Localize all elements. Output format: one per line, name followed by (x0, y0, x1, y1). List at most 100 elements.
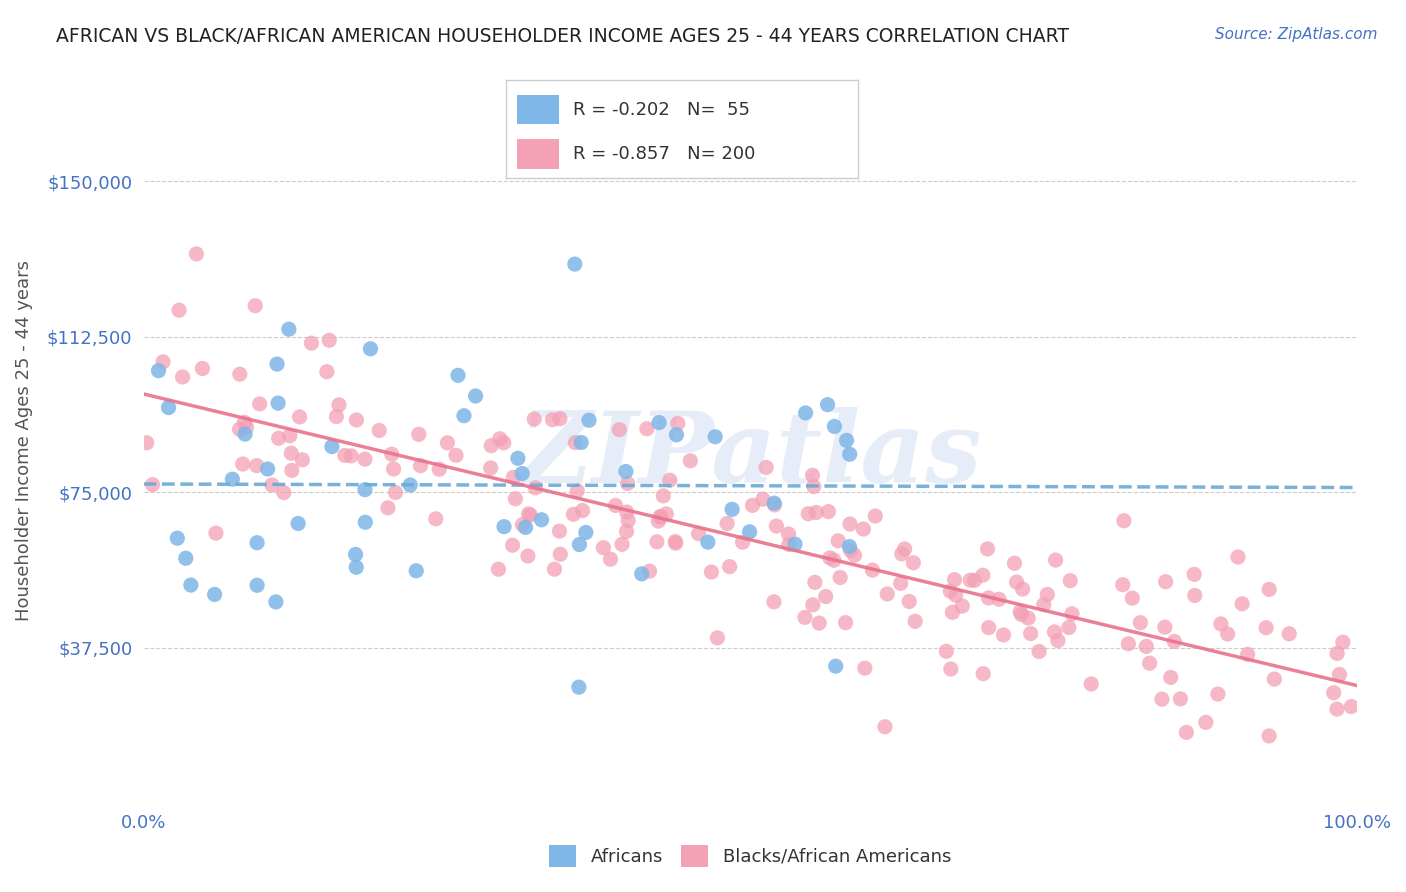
Text: R = -0.202   N=  55: R = -0.202 N= 55 (574, 101, 749, 119)
Text: ZIPatlas: ZIPatlas (519, 407, 981, 503)
Point (278, 429, 301, 443)
Point (233, 427, 256, 442)
Point (157, 401, 180, 415)
Point (575, 525, 598, 540)
Point (321, 440, 343, 454)
Point (1135, 640, 1157, 654)
Point (823, 419, 845, 434)
Point (605, 499, 627, 513)
Point (1153, 620, 1175, 634)
Point (794, 610, 817, 624)
Point (1326, 702, 1348, 716)
Point (354, 452, 377, 467)
Point (616, 505, 638, 519)
Point (148, 364, 170, 378)
Point (1258, 582, 1281, 597)
Point (562, 508, 585, 522)
Point (939, 584, 962, 599)
Point (1112, 514, 1135, 528)
Point (1206, 687, 1229, 701)
Point (510, 467, 533, 481)
Point (1160, 670, 1182, 684)
Point (824, 659, 846, 673)
Point (492, 519, 515, 533)
Point (548, 547, 571, 561)
Point (963, 574, 986, 588)
Point (876, 587, 898, 601)
Point (548, 411, 571, 425)
Point (180, 578, 202, 592)
Point (1010, 605, 1032, 619)
Point (186, 247, 208, 261)
Point (1010, 607, 1032, 622)
Point (479, 439, 502, 453)
Point (762, 595, 785, 609)
Point (655, 507, 678, 521)
Point (808, 616, 831, 631)
Point (260, 478, 283, 492)
Point (301, 336, 323, 351)
Point (1236, 648, 1258, 662)
Point (280, 446, 302, 460)
Point (650, 509, 672, 524)
Text: R = -0.857   N= 200: R = -0.857 N= 200 (574, 145, 755, 163)
Point (778, 527, 800, 541)
Point (1329, 667, 1351, 681)
Point (425, 512, 447, 526)
Point (1045, 553, 1067, 567)
Point (519, 508, 541, 522)
Point (853, 661, 876, 675)
Point (1005, 575, 1028, 590)
Point (830, 570, 852, 584)
Point (141, 477, 163, 491)
Point (464, 389, 486, 403)
Point (502, 470, 524, 484)
Point (890, 576, 912, 591)
Point (512, 517, 534, 532)
Point (658, 473, 681, 487)
Point (564, 257, 586, 271)
Point (204, 587, 226, 601)
Point (700, 565, 723, 579)
Point (399, 478, 422, 492)
Point (567, 483, 589, 498)
Point (264, 595, 287, 609)
Point (246, 535, 269, 549)
Point (794, 406, 817, 420)
Point (765, 519, 787, 533)
Point (1043, 624, 1066, 639)
Point (447, 368, 470, 383)
Point (277, 322, 299, 336)
Point (814, 590, 837, 604)
Point (839, 516, 862, 531)
Point (409, 458, 432, 473)
Point (135, 435, 157, 450)
Point (436, 435, 458, 450)
Point (1323, 686, 1346, 700)
Point (344, 548, 367, 562)
Point (506, 451, 529, 466)
Point (384, 485, 406, 500)
Point (763, 496, 786, 510)
Point (1057, 621, 1080, 635)
Point (167, 303, 190, 318)
Point (738, 524, 761, 539)
Point (993, 628, 1015, 642)
Point (273, 485, 295, 500)
Point (221, 472, 243, 486)
Point (515, 520, 537, 534)
Point (232, 457, 254, 471)
Point (865, 508, 887, 523)
Text: AFRICAN VS BLACK/AFRICAN AMERICAN HOUSEHOLDER INCOME AGES 25 - 44 YEARS CORRELAT: AFRICAN VS BLACK/AFRICAN AMERICAN HOUSEH… (56, 27, 1069, 45)
Point (893, 541, 915, 556)
Point (267, 431, 290, 445)
Point (1226, 549, 1249, 564)
Point (489, 432, 512, 446)
Point (548, 524, 571, 538)
Point (172, 370, 194, 384)
Point (233, 415, 256, 429)
Point (318, 333, 340, 347)
Point (1060, 607, 1083, 621)
Point (1154, 574, 1177, 589)
Point (516, 549, 538, 563)
